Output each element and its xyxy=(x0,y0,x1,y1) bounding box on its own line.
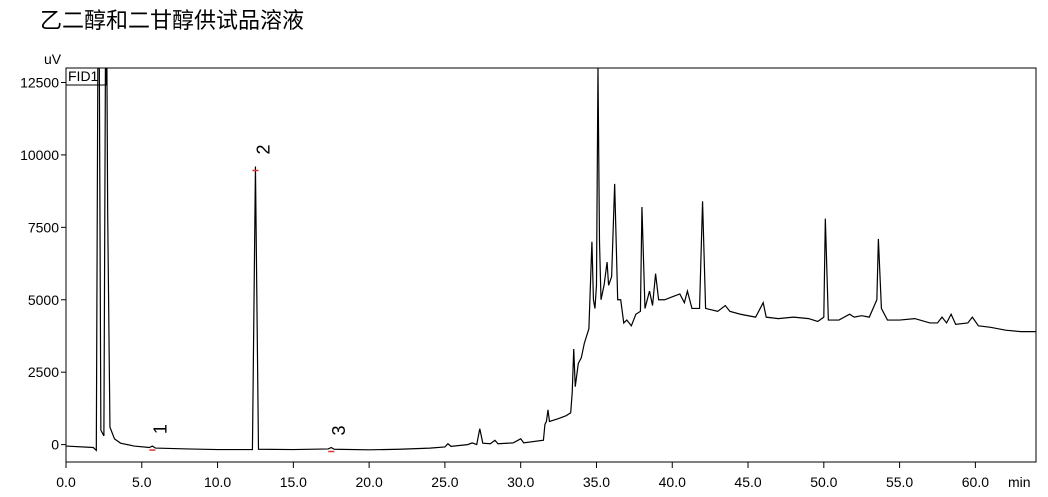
peak-label: 2 xyxy=(253,144,273,154)
plot-frame xyxy=(65,67,1037,463)
x-axis-label: min xyxy=(1008,474,1031,490)
x-tick-label: 10.0 xyxy=(204,474,231,490)
peak-label: 3 xyxy=(329,425,349,435)
y-axis-label: uV xyxy=(44,51,62,67)
x-tick-label: 5.0 xyxy=(132,474,152,490)
x-tick-label: 50.0 xyxy=(810,474,837,490)
y-tick-label: 7500 xyxy=(28,219,59,235)
x-tick-label: 15.0 xyxy=(280,474,307,490)
y-tick-label: 12500 xyxy=(20,74,59,90)
x-tick-label: 30.0 xyxy=(507,474,534,490)
x-tick-label: 40.0 xyxy=(659,474,686,490)
chart-title: 乙二醇和二甘醇供试品溶液 xyxy=(40,8,304,33)
y-tick-label: 10000 xyxy=(20,147,59,163)
x-tick-label: 35.0 xyxy=(583,474,610,490)
x-tick-label: 60.0 xyxy=(962,474,989,490)
x-tick-label: 45.0 xyxy=(734,474,761,490)
y-tick-label: 5000 xyxy=(28,292,59,308)
y-tick-label: 2500 xyxy=(28,364,59,380)
x-tick-label: 25.0 xyxy=(431,474,458,490)
legend-box xyxy=(65,67,107,86)
legend-label: FID1 xyxy=(68,68,99,84)
x-tick-label: 55.0 xyxy=(886,474,913,490)
plot-area xyxy=(66,68,1036,452)
y-tick-label: 0 xyxy=(51,437,59,453)
peak-label: 1 xyxy=(150,424,170,434)
x-tick-label: 20.0 xyxy=(356,474,383,490)
chromatogram-line xyxy=(66,68,1036,452)
x-tick-label: 0.0 xyxy=(56,474,76,490)
